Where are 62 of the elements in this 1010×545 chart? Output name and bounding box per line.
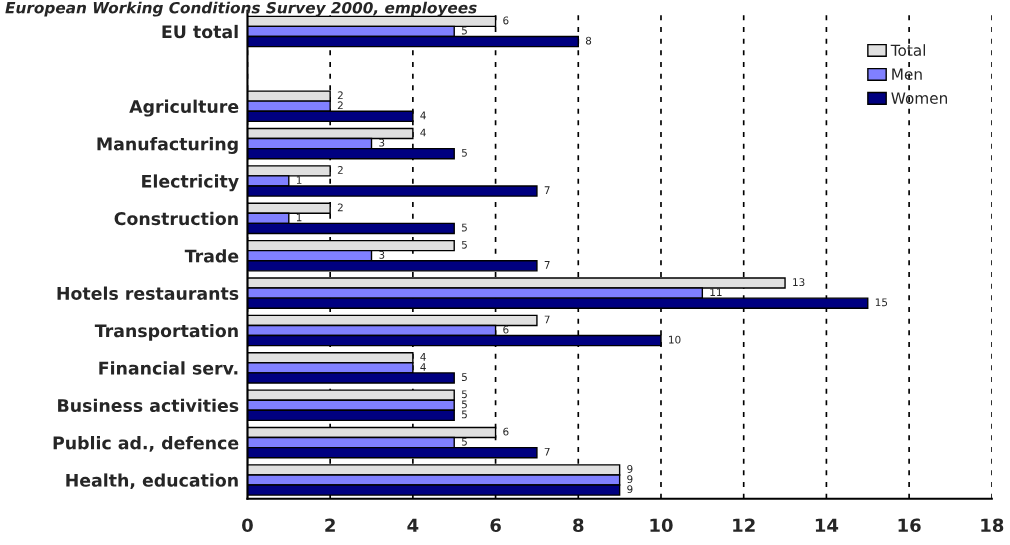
data-label: 5 xyxy=(461,240,467,249)
data-label: 2 xyxy=(337,91,343,99)
data-label: 9 xyxy=(627,475,633,484)
data-label: 5 xyxy=(461,148,467,157)
data-label: 5 xyxy=(461,437,467,446)
x-tick-label: 6 xyxy=(490,518,501,533)
data-label: 13 xyxy=(793,278,805,287)
y-tick-label: EU total xyxy=(162,24,238,39)
x-tick-label: 4 xyxy=(407,518,419,532)
data-label: 2 xyxy=(337,166,343,174)
y-tick-label: Hotels restaurants xyxy=(57,286,239,300)
data-label: 4 xyxy=(420,353,426,361)
data-label: 15 xyxy=(875,298,888,307)
data-label: 1 xyxy=(296,213,302,222)
data-label: 6 xyxy=(503,427,509,436)
data-label: 4 xyxy=(420,111,426,120)
x-tick-label: 2 xyxy=(325,518,335,532)
x-tick-label: 0 xyxy=(242,518,253,533)
x-tick-label: 14 xyxy=(815,518,839,532)
data-label: 3 xyxy=(379,138,385,147)
legend-label: Men xyxy=(892,68,922,80)
data-label: 10 xyxy=(669,335,681,344)
chart-title: European Working Conditions Survey 2000, employees xyxy=(5,1,477,17)
data-label: 7 xyxy=(544,315,550,324)
y-tick-label: Manufacturing xyxy=(97,136,238,154)
data-label: 5 xyxy=(461,400,467,409)
data-label: 6 xyxy=(503,325,509,334)
y-tick-label: Health, education xyxy=(66,473,238,490)
x-tick-label: 12 xyxy=(733,518,755,532)
data-label: 2 xyxy=(337,101,343,110)
y-tick-label: Trade xyxy=(184,249,239,263)
data-label: 5 xyxy=(461,26,467,35)
data-label: 7 xyxy=(544,186,550,194)
data-label: 5 xyxy=(461,223,467,232)
y-tick-label: Business activities xyxy=(58,398,239,413)
data-label: 1 xyxy=(296,176,302,184)
data-label: 7 xyxy=(544,261,550,269)
y-tick-label: Electricity xyxy=(142,174,239,192)
data-label: 2 xyxy=(337,203,343,212)
data-label: 9 xyxy=(627,465,633,473)
y-tick-label: Agriculture xyxy=(129,99,239,117)
legend-label: Women xyxy=(891,92,947,104)
data-label: 4 xyxy=(420,363,426,371)
data-label: 5 xyxy=(461,410,467,419)
data-label: 5 xyxy=(461,373,467,381)
data-label: 9 xyxy=(627,485,633,494)
x-tick-label: 16 xyxy=(898,518,921,533)
x-tick-label: 10 xyxy=(650,518,673,533)
data-label: 8 xyxy=(585,36,592,45)
data-label: 11 xyxy=(710,288,722,296)
y-tick-label: Transportation xyxy=(94,323,238,341)
y-tick-label: Construction xyxy=(114,211,238,226)
data-label: 7 xyxy=(544,447,550,456)
x-tick-label: 18 xyxy=(981,518,1004,533)
data-label: 5 xyxy=(461,390,467,399)
legend-label: Total xyxy=(890,44,926,56)
data-label: 3 xyxy=(379,250,385,259)
y-tick-label: Financial serv. xyxy=(99,361,238,375)
y-tick-label: Public ad., defence xyxy=(53,436,239,452)
data-label: 6 xyxy=(503,16,509,25)
x-tick-label: 8 xyxy=(573,518,584,533)
data-label: 4 xyxy=(420,128,426,137)
